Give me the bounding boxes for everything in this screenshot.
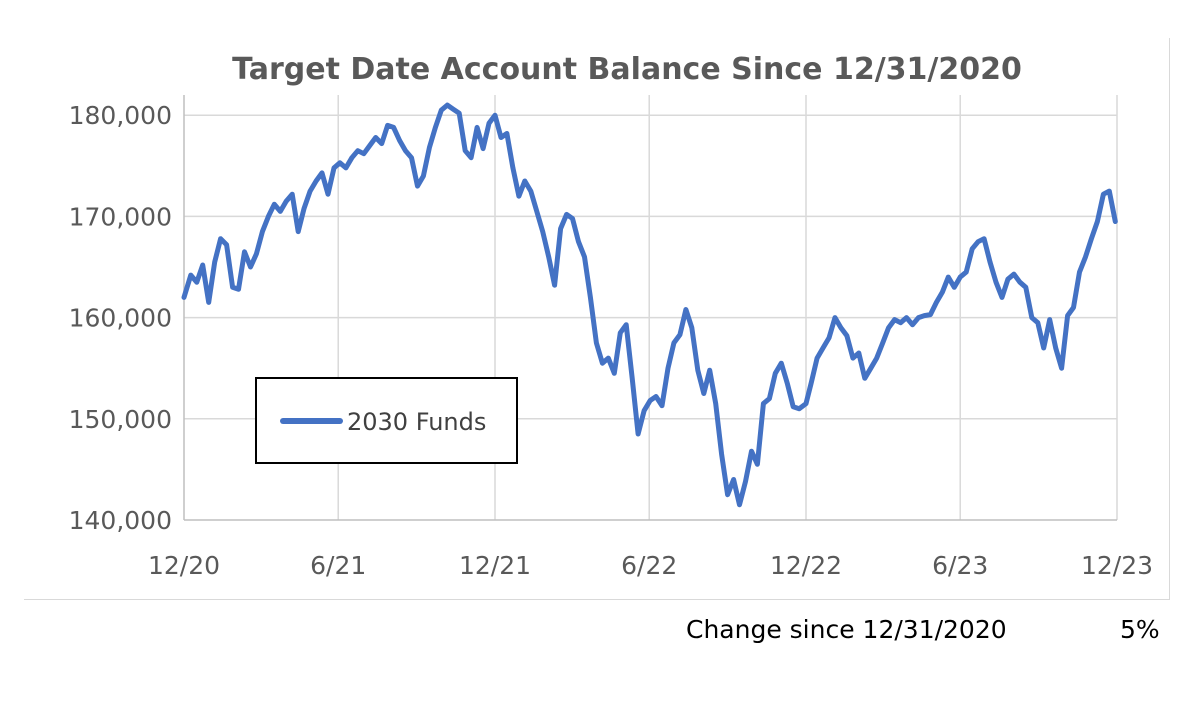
axes xyxy=(183,95,1117,521)
legend: 2030 Funds xyxy=(255,377,518,464)
x-tick-label: 12/21 xyxy=(459,551,531,580)
x-tick-label: 6/21 xyxy=(310,551,366,580)
chart-title: Target Date Account Balance Since 12/31/… xyxy=(232,52,1022,87)
chart-frame xyxy=(24,38,1170,600)
x-tick-label: 6/22 xyxy=(621,551,677,580)
x-tick-label: 12/22 xyxy=(770,551,842,580)
series-layer xyxy=(181,102,1118,508)
y-tick-label: 140,000 xyxy=(69,506,172,535)
x-tick-label: 12/23 xyxy=(1081,551,1153,580)
series-line-2030-funds xyxy=(181,102,1118,508)
y-tick-label: 180,000 xyxy=(69,101,172,130)
tick-labels: 140,000 150,000 160,000 170,000 180,000 12/20… xyxy=(69,101,1153,580)
change-since-value: 5% xyxy=(1120,615,1160,644)
legend-box xyxy=(255,377,518,464)
x-tick-label: 6/23 xyxy=(932,551,988,580)
x-tick-label: 12/20 xyxy=(148,551,220,580)
line-chart: Target Date Account Balance Since 12/31/… xyxy=(69,52,1153,580)
change-since-label: Change since 12/31/2020 xyxy=(686,615,1007,644)
y-tick-label: 170,000 xyxy=(69,202,172,231)
y-tick-label: 160,000 xyxy=(69,304,172,333)
legend-label-2030-funds: 2030 Funds xyxy=(347,408,486,436)
y-tick-label: 150,000 xyxy=(69,405,172,434)
